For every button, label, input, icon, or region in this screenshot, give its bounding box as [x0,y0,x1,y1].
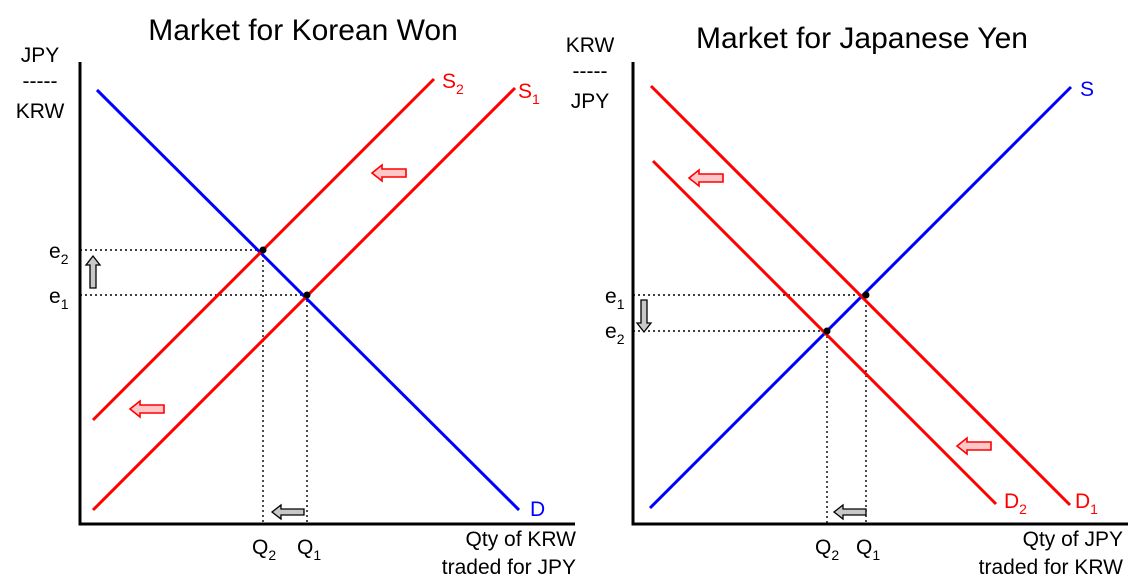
right-panel-japanese-yen: Market for Japanese Yen KRW ----- JPY S … [566,22,1128,579]
left-equilibrium-original [303,291,311,299]
left-arrow-icon [687,168,724,188]
right-label-s: S [1080,78,1094,101]
right-y-label-divider: ----- [573,60,608,83]
right-x-label-line2: traded for KRW [979,556,1124,579]
left-y-label-top: JPY [21,44,60,67]
right-y-label-top: KRW [566,34,615,57]
right-y-label-bottom: JPY [571,90,610,113]
left-tick-e2: e2 [49,240,69,267]
left-y-label-bottom: KRW [16,100,65,123]
right-demand-curve-d1 [649,84,1072,507]
left-panel-korean-won: Market for Korean Won JPY ----- KRW S2 S… [16,14,576,579]
right-tick-q1: Q1 [856,536,880,563]
left-label-s1: S1 [518,80,540,107]
right-x-label-line1: Qty of JPY [1023,528,1123,551]
left-supply-curve-s1 [91,86,517,512]
left-arrow-icon [832,503,867,521]
right-axes [631,62,1128,526]
right-tick-q2: Q2 [815,536,839,563]
left-demand-curve [95,88,521,512]
left-axes [78,62,575,526]
left-label-d: D [530,498,545,521]
right-tick-e2: e2 [605,320,625,347]
right-panel-title: Market for Japanese Yen [696,22,1028,55]
left-label-s2: S2 [442,70,464,97]
left-y-label-divider: ----- [23,70,58,93]
up-arrow-icon [84,254,102,289]
left-tick-q1: Q1 [297,536,321,563]
left-x-label-line1: Qty of KRW [466,528,577,551]
left-tick-e1: e1 [49,285,69,312]
left-tick-q2: Q2 [252,536,276,563]
right-equilibrium-original [862,291,870,299]
right-label-d1: D1 [1075,490,1098,517]
left-arrow-icon [955,436,992,456]
down-arrow-icon [635,299,653,334]
right-tick-e1: e1 [605,285,625,312]
left-x-label-line2: traded for JPY [442,556,576,579]
left-panel-title: Market for Korean Won [148,14,458,47]
left-arrow-icon [270,503,305,521]
right-equilibrium-new [823,327,831,335]
right-label-d2: D2 [1004,490,1027,517]
left-equilibrium-new [259,246,267,254]
left-arrow-icon [370,163,407,183]
left-arrow-icon [128,399,165,419]
